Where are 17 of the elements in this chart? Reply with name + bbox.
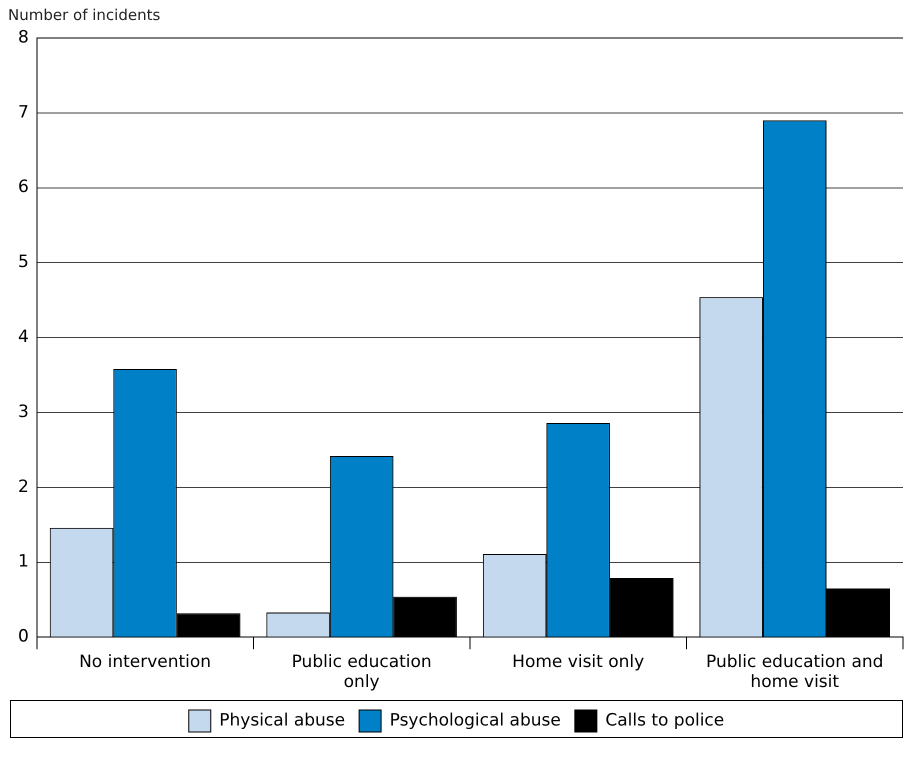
y-axis-title: Number of incidents [8, 6, 160, 24]
y-tick-label: 1 [18, 552, 29, 572]
x-tick-label: No intervention [79, 652, 212, 672]
y-tick-label: 2 [18, 476, 29, 497]
y-tick-label: 3 [18, 402, 29, 422]
x-tick-label: Public education only [292, 652, 432, 692]
legend-label: Physical abuse [219, 710, 346, 730]
x-tick-label: Public education and home visit [706, 652, 884, 692]
legend-label: Calls to police [605, 710, 724, 730]
x-tick-label: Home visit only [512, 652, 644, 672]
y-tick-label: 6 [18, 177, 29, 198]
legend-label: Psychological abuse [390, 710, 561, 730]
y-tick-label: 8 [18, 27, 29, 48]
y-tick-label: 4 [18, 327, 29, 348]
y-tick-label: 0 [18, 626, 29, 647]
y-tick-label: 7 [18, 102, 29, 122]
y-tick-label: 5 [18, 252, 29, 272]
